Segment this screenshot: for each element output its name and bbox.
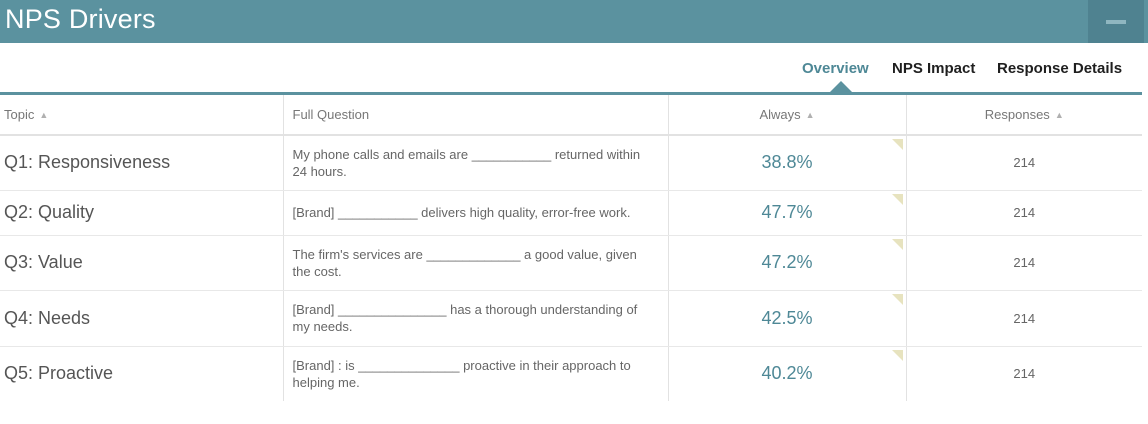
always-value: 40.2% — [761, 363, 813, 384]
column-header-label: Responses — [984, 107, 1050, 122]
corner-marker-icon — [891, 293, 903, 305]
topic-cell: Q3: Value — [0, 235, 284, 291]
always-cell: 40.2% — [668, 346, 907, 401]
tab-response-details[interactable]: Response Details — [997, 60, 1123, 77]
responses-cell: 214 — [906, 290, 1142, 347]
question-cell: [Brand] ___________ delivers high qualit… — [283, 190, 669, 236]
minimize-button[interactable] — [1088, 0, 1144, 43]
question-cell: The firm's services are _____________ a … — [283, 235, 669, 291]
sort-up-icon: ▲ — [1054, 110, 1064, 120]
column-header-responses[interactable]: Responses ▲ — [906, 95, 1142, 136]
always-cell: 42.5% — [668, 290, 907, 347]
table-row[interactable]: Q2: Quality [Brand] ___________ delivers… — [0, 190, 1142, 236]
responses-cell: 214 — [906, 190, 1142, 236]
drivers-table: Topic ▲ Full Question Always ▲ Responses ▲ … — [0, 95, 1142, 401]
always-value: 38.8% — [761, 152, 813, 173]
topic-cell: Q5: Proactive — [0, 346, 284, 401]
topic-cell: Q2: Quality — [0, 190, 284, 236]
table-row[interactable]: Q3: Value The firm's services are ______… — [0, 235, 1142, 291]
responses-cell: 214 — [906, 135, 1142, 191]
active-tab-pointer — [830, 81, 852, 92]
always-value: 47.2% — [761, 252, 813, 272]
column-header-label: Always — [759, 107, 801, 122]
column-header-topic[interactable]: Topic ▲ — [0, 95, 284, 136]
table-row[interactable]: Q1: Responsiveness My phone calls and em… — [0, 135, 1142, 191]
question-cell: [Brand] _______________ has a thorough u… — [283, 290, 669, 347]
corner-marker-icon — [891, 349, 903, 361]
sort-up-icon: ▲ — [39, 110, 49, 120]
column-header-label: Topic — [4, 107, 35, 122]
corner-marker-icon — [891, 193, 903, 205]
table-row[interactable]: Q5: Proactive [Brand] : is _____________… — [0, 346, 1142, 401]
panel-header: NPS Drivers — [0, 0, 1148, 43]
table-header-row: Topic ▲ Full Question Always ▲ Responses ▲ — [0, 95, 1142, 136]
table-row[interactable]: Q4: Needs [Brand] _______________ has a … — [0, 290, 1142, 347]
always-cell: 47.2% — [668, 235, 907, 291]
always-cell: 38.8% — [668, 135, 907, 191]
topic-cell: Q1: Responsiveness — [0, 135, 284, 191]
tab-overview[interactable]: Overview — [802, 60, 869, 77]
tab-nps-impact[interactable]: NPS Impact — [892, 60, 976, 77]
tab-bar: Overview NPS Impact Response Details — [0, 43, 1148, 95]
minimize-icon — [1106, 20, 1126, 24]
always-value: 47.7% — [761, 202, 813, 222]
column-header-label: Full Question — [292, 107, 370, 122]
always-cell: 47.7% — [668, 190, 907, 236]
panel-title: NPS Drivers — [5, 4, 156, 34]
responses-cell: 214 — [1013, 366, 1036, 382]
column-header-question: Full Question — [283, 95, 669, 136]
column-header-always[interactable]: Always ▲ — [668, 95, 907, 136]
question-cell: My phone calls and emails are __________… — [283, 135, 669, 191]
tab-underline — [0, 92, 1142, 95]
always-value: 42.5% — [761, 307, 813, 328]
corner-marker-icon — [891, 139, 903, 150]
responses-cell: 214 — [906, 235, 1142, 291]
topic-cell: Q4: Needs — [0, 290, 284, 347]
corner-marker-icon — [891, 238, 903, 250]
sort-up-icon: ▲ — [805, 110, 815, 120]
question-cell: [Brand] : is ______________ proactive in… — [283, 346, 669, 401]
